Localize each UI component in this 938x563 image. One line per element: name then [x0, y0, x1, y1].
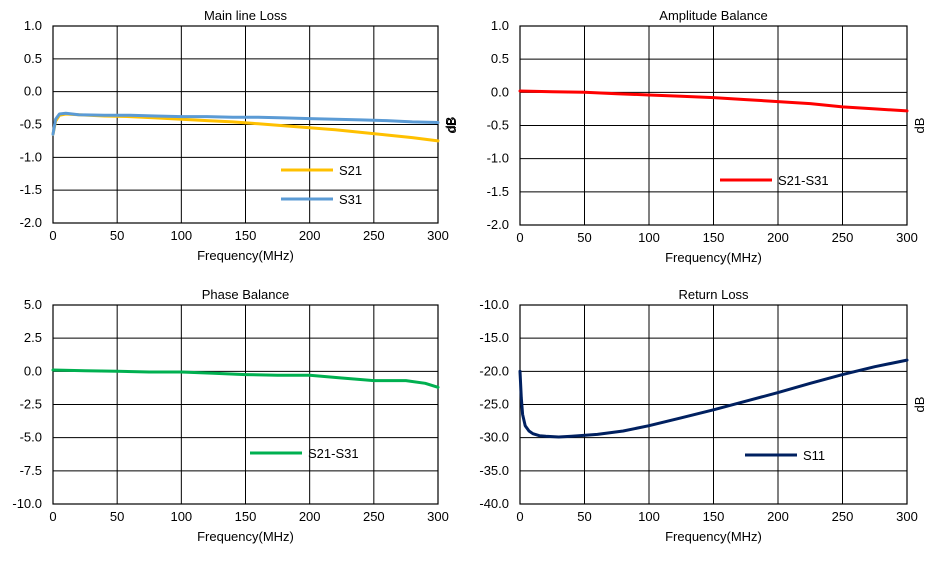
y-tick-label: 0.5: [491, 51, 509, 66]
y-tick-label: -1.5: [487, 184, 509, 199]
legend-label: S21: [339, 163, 362, 178]
y-tick-label: -1.5: [20, 182, 42, 197]
x-tick-label: 250: [832, 230, 854, 245]
x-tick-label: 50: [110, 228, 124, 243]
chart-panel-4: Return Loss 0 50 100 150 200 250 300 -10.0 -15.0 -…: [479, 287, 927, 544]
legend-item: S21-S31: [720, 173, 829, 188]
x-tick-label: 150: [235, 509, 257, 524]
y-tick-label: -2.0: [487, 217, 509, 232]
right-axis-label: dB: [443, 117, 458, 133]
x-tick-label: 0: [49, 509, 56, 524]
chart-panel-3: Phase Balance 0 50 100 150 200 250 300 5.0 2.5 0.0…: [12, 287, 449, 544]
y-tick-label: -2.0: [20, 215, 42, 230]
y-tick-label: 0.0: [24, 84, 42, 99]
chart-panel-1: Main line Loss 0 50 100 150 200 250 300 1.0 0.5 0.…: [20, 8, 458, 263]
x-tick-label: 100: [170, 228, 192, 243]
x-axis-label: Frequency(MHz): [197, 248, 294, 263]
y-tick-label: -1.0: [487, 151, 509, 166]
y-tick-label: 1.0: [491, 18, 509, 33]
series-line-s31: [51, 111, 440, 136]
legend-item: S11: [745, 448, 825, 463]
x-tick-label: 300: [896, 509, 918, 524]
x-axis-label: Frequency(MHz): [665, 250, 762, 265]
x-tick-label: 100: [638, 230, 660, 245]
x-tick-label: 100: [638, 509, 660, 524]
right-axis-label: dB: [912, 118, 927, 134]
x-tick-label: 250: [363, 228, 385, 243]
y-tick-label: -0.5: [20, 117, 42, 132]
y-tick-label: -7.5: [20, 463, 42, 478]
x-tick-label: 0: [516, 230, 523, 245]
y-tick-label: -15.0: [479, 330, 509, 345]
legend-label: S21-S31: [778, 173, 829, 188]
series-line-s21-s31: [518, 89, 909, 113]
x-tick-label: 200: [299, 228, 321, 243]
y-axis-label: dB: [444, 118, 459, 134]
legend-item: S31: [281, 192, 362, 207]
legend-item: S21-S31: [250, 446, 359, 461]
legend-label: S11: [803, 448, 825, 463]
x-tick-label: 0: [49, 228, 56, 243]
plot-border: [519, 25, 908, 226]
legend-label: S21-S31: [308, 446, 359, 461]
chart-title: Return Loss: [678, 287, 749, 302]
x-tick-label: 300: [427, 228, 449, 243]
x-tick-label: 250: [832, 509, 854, 524]
x-tick-label: 50: [577, 509, 591, 524]
y-tick-label: -20.0: [479, 363, 509, 378]
y-tick-label: -10.0: [479, 297, 509, 312]
x-tick-label: 50: [110, 509, 124, 524]
legend-item: S21: [281, 163, 362, 178]
y-tick-label: -30.0: [479, 430, 509, 445]
x-tick-label: 150: [703, 230, 725, 245]
y-tick-label: 2.5: [24, 330, 42, 345]
chart-title: Amplitude Balance: [659, 8, 767, 23]
y-tick-label: 1.0: [24, 18, 42, 33]
y-tick-label: -10.0: [12, 496, 42, 511]
y-tick-label: -35.0: [479, 463, 509, 478]
plot-border: [52, 304, 439, 505]
y-tick-label: 0.0: [24, 363, 42, 378]
x-tick-label: 200: [767, 509, 789, 524]
plot-border: [519, 304, 908, 505]
legend-label: S31: [339, 192, 362, 207]
x-tick-label: 200: [299, 509, 321, 524]
plot-border: [52, 25, 439, 224]
series-line-s11: [518, 358, 909, 439]
y-tick-label: 0.0: [491, 84, 509, 99]
y-tick-label: -25.0: [479, 397, 509, 412]
x-axis-label: Frequency(MHz): [665, 529, 762, 544]
y-tick-label: -2.5: [20, 397, 42, 412]
y-tick-label: 5.0: [24, 297, 42, 312]
chart-title: Main line Loss: [204, 8, 288, 23]
x-tick-label: 0: [516, 509, 523, 524]
y-tick-label: -40.0: [479, 496, 509, 511]
x-axis-label: Frequency(MHz): [197, 529, 294, 544]
y-tick-label: 0.5: [24, 51, 42, 66]
y-tick-label: -0.5: [487, 118, 509, 133]
x-tick-label: 250: [363, 509, 385, 524]
x-tick-label: 150: [703, 509, 725, 524]
y-tick-label: -1.0: [20, 149, 42, 164]
series-line-s21-s31: [51, 368, 440, 389]
x-tick-label: 150: [235, 228, 257, 243]
chart-title: Phase Balance: [202, 287, 289, 302]
chart-panel-2: Amplitude Balance 0 50 100 150 200 250 300 1.0 0.…: [444, 8, 927, 265]
right-axis-label: dB: [912, 397, 927, 413]
x-tick-label: 300: [896, 230, 918, 245]
x-tick-label: 300: [427, 509, 449, 524]
x-tick-label: 50: [577, 230, 591, 245]
y-tick-label: -5.0: [20, 430, 42, 445]
x-tick-label: 200: [767, 230, 789, 245]
x-tick-label: 100: [170, 509, 192, 524]
